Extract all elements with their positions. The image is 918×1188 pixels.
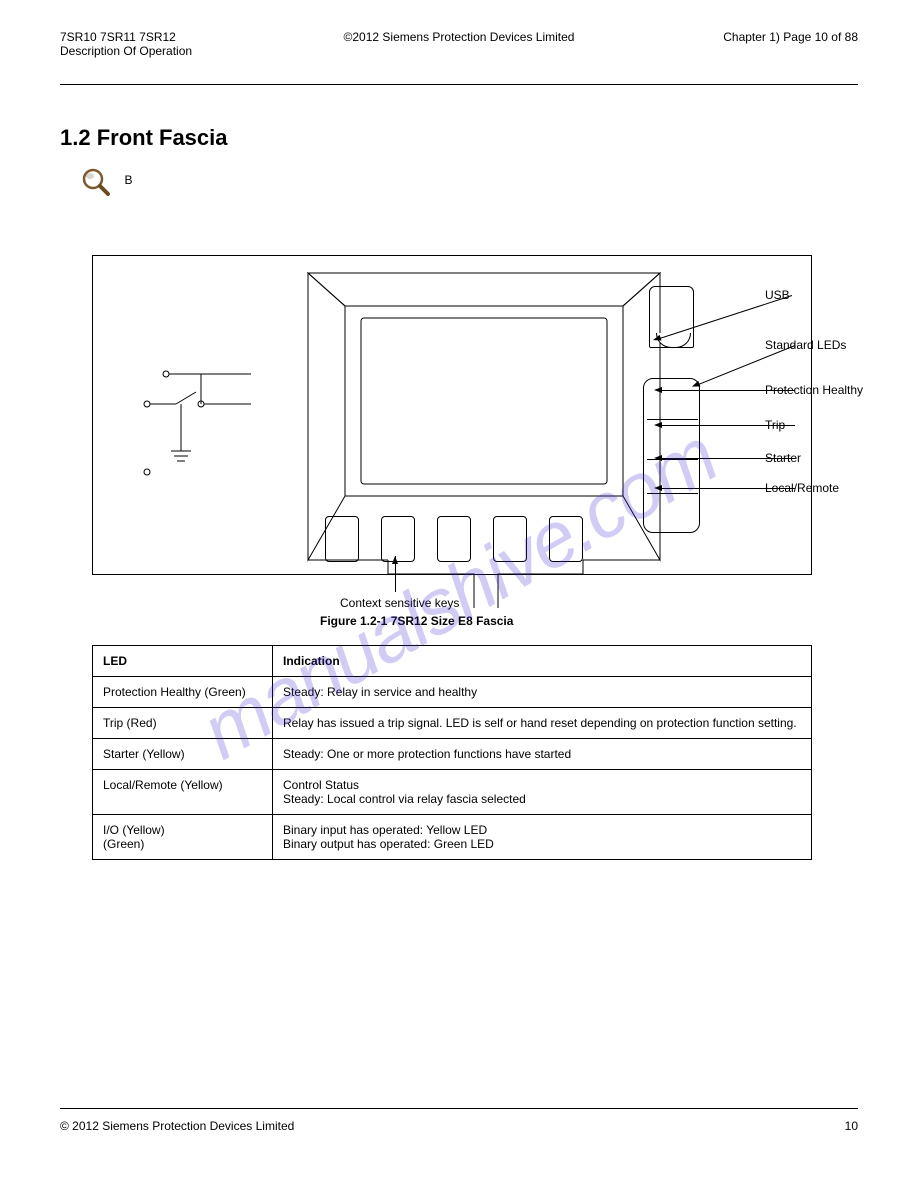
table-cell-indication: Steady: One or more protection functions… bbox=[273, 739, 812, 770]
table-row: I/O (Yellow)(Green)Binary input has oper… bbox=[93, 815, 812, 860]
callout-usb: USB bbox=[765, 288, 885, 302]
table-row: Trip (Red)Relay has issued a trip signal… bbox=[93, 708, 812, 739]
table-cell-indication: Binary input has operated: Yellow LEDBin… bbox=[273, 815, 812, 860]
table-header-led: LED bbox=[93, 646, 273, 677]
footer-page: 10 bbox=[845, 1119, 858, 1133]
footer-copyright: © 2012 Siemens Protection Devices Limite… bbox=[60, 1119, 294, 1133]
softkey-row bbox=[325, 516, 583, 562]
callout-led-4: Local/Remote bbox=[765, 481, 885, 495]
softkey-1[interactable] bbox=[325, 516, 359, 562]
doc-model: 7SR10 7SR11 7SR12 bbox=[60, 30, 176, 44]
callout-led-1: Protection Healthy bbox=[765, 383, 885, 397]
table-cell-indication: Control StatusSteady: Local control via … bbox=[273, 770, 812, 815]
figure-caption: Figure 1.2-1 7SR12 Size E8 Fascia bbox=[320, 614, 513, 628]
table-cell-led: Protection Healthy (Green) bbox=[93, 677, 273, 708]
page-footer: © 2012 Siemens Protection Devices Limite… bbox=[60, 1108, 858, 1133]
table-cell-led: I/O (Yellow)(Green) bbox=[93, 815, 273, 860]
softkey-2[interactable] bbox=[381, 516, 415, 562]
table-cell-led: Local/Remote (Yellow) bbox=[93, 770, 273, 815]
softkey-5[interactable] bbox=[549, 516, 583, 562]
table-header-indication: Indication bbox=[273, 646, 812, 677]
callout-led-2: Trip bbox=[765, 418, 885, 432]
mimic-diagram bbox=[141, 366, 261, 496]
led-panel bbox=[643, 378, 700, 533]
table-row: Protection Healthy (Green)Steady: Relay … bbox=[93, 677, 812, 708]
table-row: Starter (Yellow)Steady: One or more prot… bbox=[93, 739, 812, 770]
table-row: Local/Remote (Yellow)Control StatusStead… bbox=[93, 770, 812, 815]
table-cell-led: Starter (Yellow) bbox=[93, 739, 273, 770]
led-table: LED Indication Protection Healthy (Green… bbox=[92, 645, 812, 860]
callout-led-3: Starter bbox=[765, 451, 885, 465]
header-left: 7SR10 7SR11 7SR12 Description Of Operati… bbox=[60, 30, 192, 58]
device-panel bbox=[92, 255, 812, 575]
softkey-3[interactable] bbox=[437, 516, 471, 562]
softkey-4[interactable] bbox=[493, 516, 527, 562]
header-center: ©2012 Siemens Protection Devices Limited bbox=[344, 30, 575, 44]
table-cell-indication: Relay has issued a trip signal. LED is s… bbox=[273, 708, 812, 739]
magnifier-icon bbox=[80, 166, 112, 198]
context-keys-label: Context sensitive keys bbox=[340, 596, 459, 610]
led-slot-3 bbox=[647, 493, 698, 513]
callout-leds-header: Standard LEDs bbox=[765, 338, 885, 352]
context-keys-arrow bbox=[395, 556, 396, 592]
page-header: 7SR10 7SR11 7SR12 Description Of Operati… bbox=[60, 0, 858, 85]
doc-subtitle: Description Of Operation bbox=[60, 44, 192, 58]
magnifier-label: B bbox=[124, 173, 132, 187]
section-title: 1.2 Front Fascia bbox=[60, 125, 858, 151]
header-right: Chapter 1) Page 10 of 88 bbox=[723, 30, 858, 44]
table-cell-indication: Steady: Relay in service and healthy bbox=[273, 677, 812, 708]
table-cell-led: Trip (Red) bbox=[93, 708, 273, 739]
